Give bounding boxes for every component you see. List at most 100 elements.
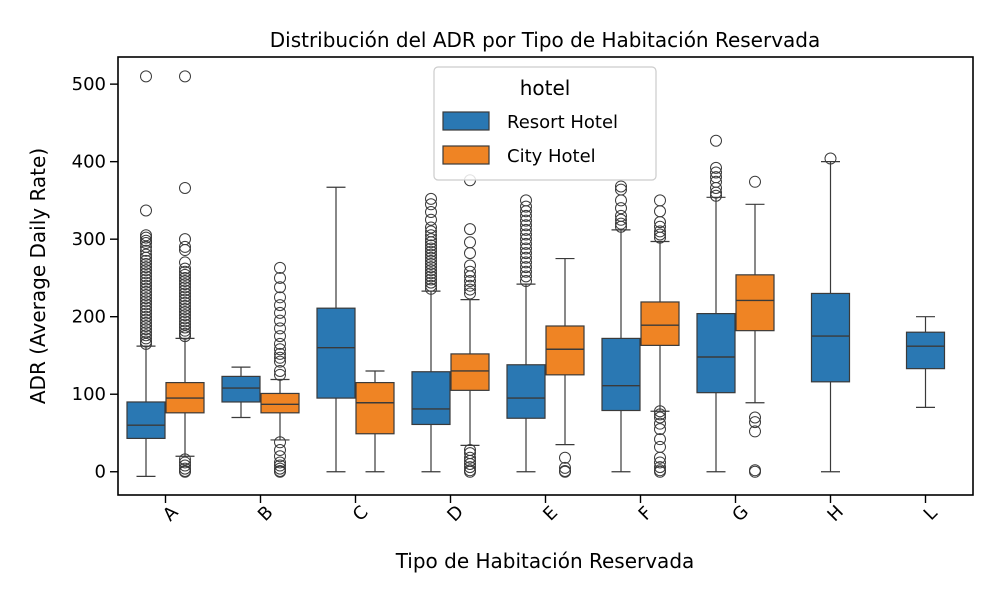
outlier-point: [179, 465, 191, 478]
outlier-point: [140, 288, 152, 301]
outlier-point: [179, 262, 191, 275]
box-resort-hotel-D: [411, 192, 451, 473]
outlier-point: [425, 279, 437, 292]
outlier-point: [140, 282, 152, 295]
box-city-hotel-F: [640, 194, 680, 478]
outlier-point: [559, 451, 571, 464]
outlier-point: [140, 295, 152, 308]
outlier-point: [559, 464, 571, 477]
box-city-hotel-E: [545, 257, 585, 478]
y-tick-label: 400: [72, 152, 106, 173]
outlier-point: [520, 256, 532, 269]
outlier-point: [179, 318, 191, 331]
outlier-point: [179, 324, 191, 337]
outlier-point: [274, 281, 286, 294]
legend-title: hotel: [520, 76, 571, 100]
outlier-point: [654, 408, 666, 421]
outlier-point: [425, 236, 437, 249]
outlier-point: [140, 285, 152, 298]
outlier-point: [140, 237, 152, 250]
outlier-point: [179, 256, 191, 269]
box-resort-hotel-A: [126, 70, 166, 477]
box-resort-hotel-L: [905, 316, 946, 408]
outlier-point: [274, 355, 286, 368]
outlier-point: [464, 461, 476, 474]
box-city-hotel-D: [450, 174, 490, 478]
outlier-point: [179, 182, 191, 195]
outlier-point: [140, 313, 152, 326]
iqr-box: [221, 375, 261, 403]
iqr-box: [905, 331, 946, 370]
outlier-point: [824, 152, 837, 165]
outlier-point: [425, 276, 437, 289]
outlier-point: [520, 237, 532, 250]
outlier-point: [425, 242, 437, 255]
outlier-point: [140, 261, 152, 274]
iqr-box: [316, 307, 356, 399]
outlier-point: [140, 332, 152, 345]
outlier-point: [140, 267, 152, 280]
outlier-point: [710, 166, 722, 179]
outlier-point: [615, 202, 627, 215]
outlier-point: [140, 231, 152, 244]
outlier-point: [464, 465, 476, 478]
legend: hotel Resort Hotel City Hotel: [433, 66, 657, 181]
outlier-point: [654, 451, 666, 464]
x-tick-label: G: [728, 501, 753, 526]
outlier-point: [710, 186, 722, 199]
outlier-point: [464, 259, 476, 272]
iqr-box: [450, 353, 490, 391]
legend-swatch-resort-hotel: [442, 111, 490, 131]
box-resort-hotel-C: [316, 186, 356, 473]
x-tick-label: L: [920, 503, 942, 525]
outlier-point: [179, 265, 191, 278]
outlier-point: [749, 416, 761, 429]
outlier-point: [654, 456, 666, 469]
outlier-point: [464, 457, 476, 470]
legend-label-resort-hotel: Resort Hotel: [507, 112, 618, 133]
box-city-hotel-G: [735, 175, 775, 478]
y-axis-label: ADR (Average Daily Rate): [26, 148, 50, 404]
outlier-point: [274, 291, 286, 304]
outlier-point: [425, 282, 437, 295]
box-city-hotel-C: [355, 370, 395, 473]
outlier-point: [140, 337, 152, 350]
x-tick-label: D: [443, 501, 468, 526]
outlier-point: [179, 293, 191, 306]
outlier-point: [140, 270, 152, 283]
outlier-point: [179, 290, 191, 303]
outlier-point: [520, 194, 532, 207]
outlier-point: [710, 134, 722, 147]
outlier-point: [274, 465, 286, 478]
outlier-point: [464, 265, 476, 278]
outlier-point: [179, 296, 191, 309]
outlier-point: [140, 279, 152, 292]
iqr-box: [640, 301, 680, 346]
outlier-point: [140, 329, 152, 342]
outlier-point: [654, 405, 666, 418]
x-tick-label: H: [823, 501, 847, 525]
iqr-box: [810, 292, 851, 383]
y-tick-label: 300: [72, 229, 106, 250]
outlier-point: [464, 247, 476, 260]
outlier-point: [749, 425, 761, 438]
outlier-point: [425, 248, 437, 261]
outlier-point: [654, 231, 666, 244]
outlier-point: [520, 247, 532, 260]
outlier-point: [179, 453, 191, 466]
outlier-point: [615, 217, 627, 230]
outlier-point: [274, 261, 286, 274]
outlier-point: [274, 444, 286, 457]
outlier-point: [559, 461, 571, 474]
outlier-point: [520, 242, 532, 255]
outlier-point: [749, 411, 761, 424]
iqr-box: [696, 312, 736, 394]
iqr-box: [126, 401, 166, 440]
outlier-point: [179, 312, 191, 325]
outlier-point: [140, 307, 152, 320]
outlier-point: [464, 270, 476, 283]
iqr-box: [411, 371, 451, 426]
outlier-point: [425, 233, 437, 246]
outlier-point: [274, 314, 286, 327]
outlier-point: [749, 465, 761, 478]
